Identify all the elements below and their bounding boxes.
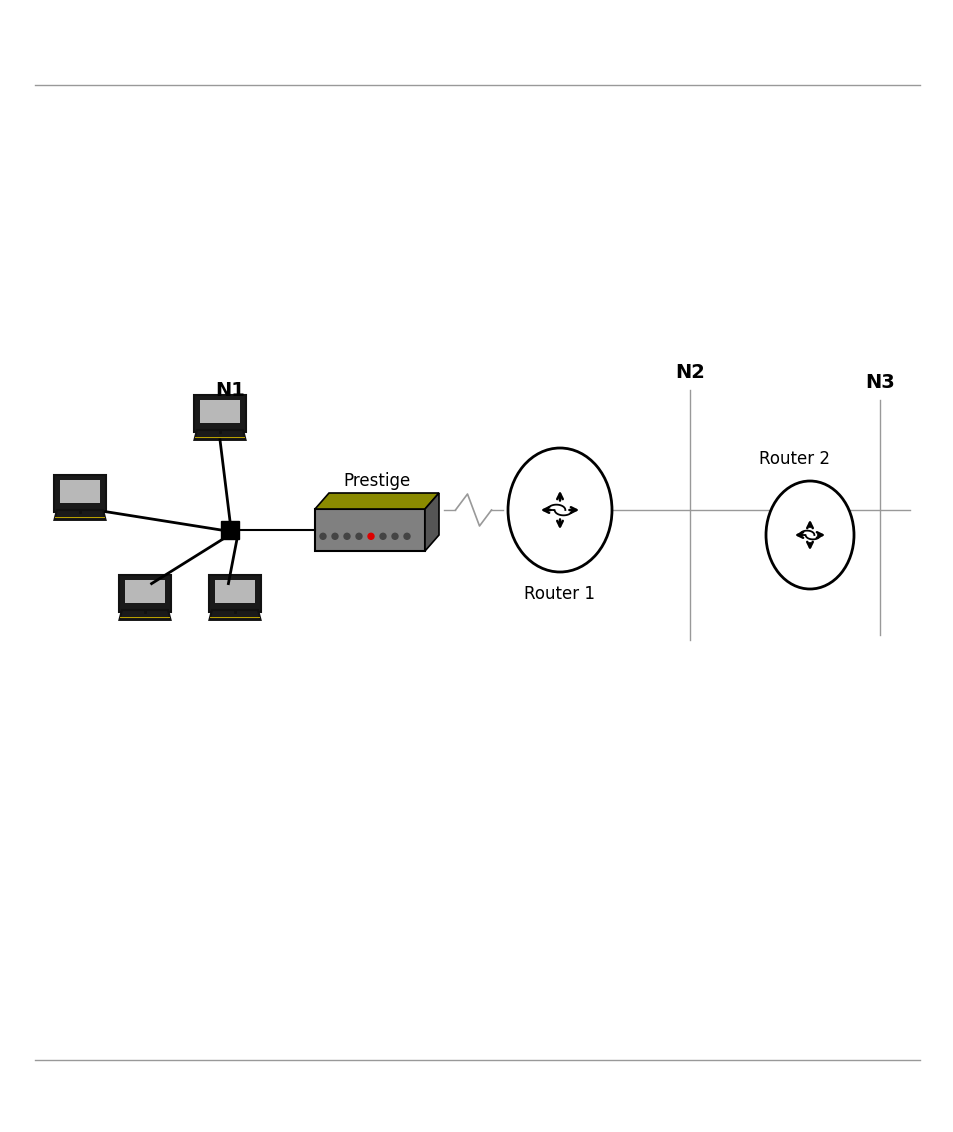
Circle shape [355, 533, 361, 539]
Polygon shape [55, 516, 105, 518]
Polygon shape [54, 511, 106, 520]
Circle shape [379, 533, 386, 539]
Circle shape [332, 533, 337, 539]
Text: N3: N3 [864, 372, 894, 392]
Circle shape [319, 533, 326, 539]
Bar [194, 395, 245, 431]
Polygon shape [424, 494, 438, 551]
Text: Router 2: Router 2 [759, 451, 830, 468]
Circle shape [403, 533, 410, 539]
Polygon shape [120, 617, 170, 618]
Polygon shape [119, 610, 171, 620]
Text: Prestige: Prestige [343, 472, 410, 490]
Polygon shape [194, 430, 245, 440]
Bar [119, 575, 171, 611]
Bar [59, 480, 100, 503]
Bar [214, 580, 255, 602]
Bar [125, 580, 165, 602]
Bar [210, 575, 260, 611]
Bar [221, 521, 239, 539]
Polygon shape [195, 437, 244, 438]
Circle shape [344, 533, 350, 539]
Bar [314, 509, 424, 551]
Ellipse shape [765, 481, 853, 589]
Polygon shape [211, 617, 259, 618]
Ellipse shape [507, 448, 612, 572]
Text: N2: N2 [675, 362, 704, 381]
Bar [199, 400, 240, 422]
Polygon shape [314, 494, 438, 509]
Polygon shape [210, 610, 260, 620]
Text: N1: N1 [214, 380, 245, 400]
Circle shape [368, 533, 374, 539]
Circle shape [392, 533, 397, 539]
Bar [54, 475, 106, 512]
Text: Router 1: Router 1 [524, 585, 595, 603]
